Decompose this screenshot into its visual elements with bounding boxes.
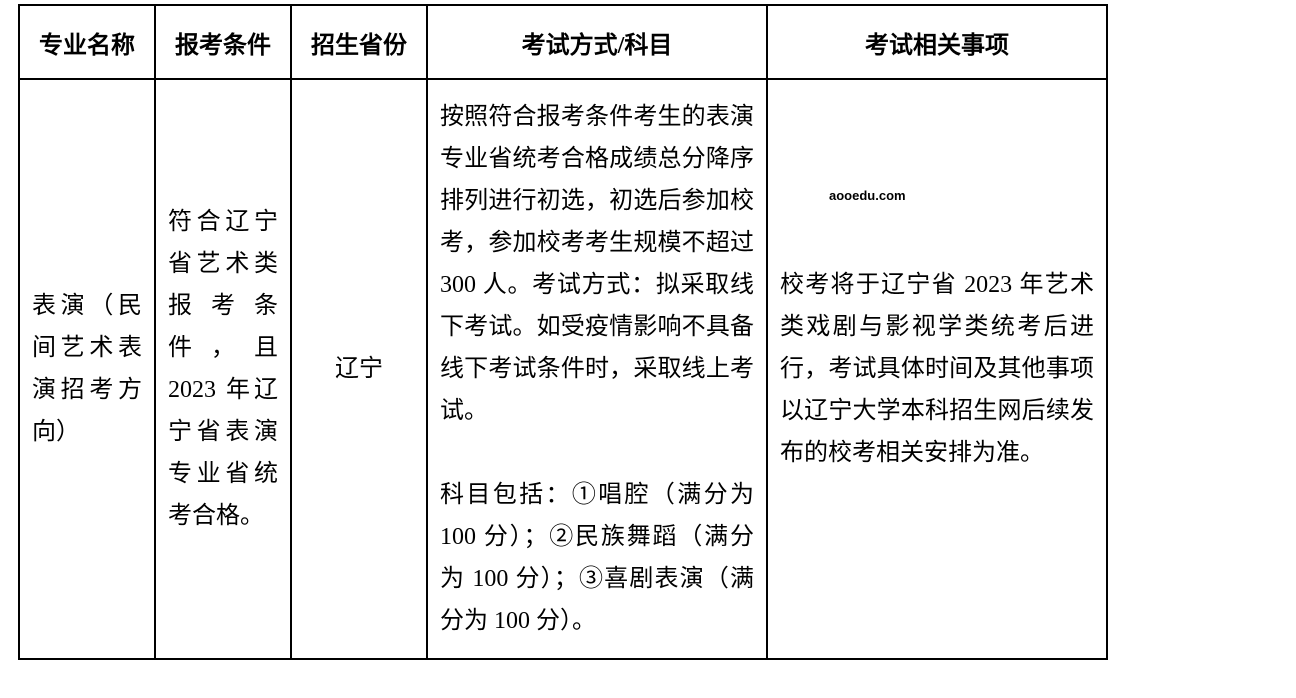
cell-related-matters: 校考将于辽宁省 2023 年艺术类戏剧与影视学类统考后进行，考试具体时间及其他事… (767, 79, 1107, 659)
admissions-table: 专业名称 报考条件 招生省份 考试方式/科目 考试相关事项 表演（民间艺术表演招… (18, 4, 1108, 660)
col-header-requirement: 报考条件 (155, 5, 291, 79)
cell-province: 辽宁 (291, 79, 427, 659)
cell-requirement: 符合辽宁省艺术类报考条件，且 2023 年辽宁省表演专业省统考合格。 (155, 79, 291, 659)
col-header-major: 专业名称 (19, 5, 155, 79)
col-header-exam-method: 考试方式/科目 (427, 5, 767, 79)
exam-method-paragraph-2: 科目包括：①唱腔（满分为 100 分）；②民族舞蹈（满分为 100 分）；③喜剧… (440, 474, 754, 642)
exam-method-paragraph-1: 按照符合报考条件考生的表演专业省统考合格成绩总分降序排列进行初选，初选后参加校考… (440, 96, 754, 432)
col-header-province: 招生省份 (291, 5, 427, 79)
watermark-text: aooedu.com (829, 188, 906, 203)
cell-major-name: 表演（民间艺术表演招考方向） (19, 79, 155, 659)
page-container: 专业名称 报考条件 招生省份 考试方式/科目 考试相关事项 表演（民间艺术表演招… (0, 0, 1296, 698)
col-header-related-matters: 考试相关事项 (767, 5, 1107, 79)
table-row: 表演（民间艺术表演招考方向） 符合辽宁省艺术类报考条件，且 2023 年辽宁省表… (19, 79, 1107, 659)
paragraph-gap (440, 432, 754, 474)
cell-exam-method: 按照符合报考条件考生的表演专业省统考合格成绩总分降序排列进行初选，初选后参加校考… (427, 79, 767, 659)
table-header-row: 专业名称 报考条件 招生省份 考试方式/科目 考试相关事项 (19, 5, 1107, 79)
